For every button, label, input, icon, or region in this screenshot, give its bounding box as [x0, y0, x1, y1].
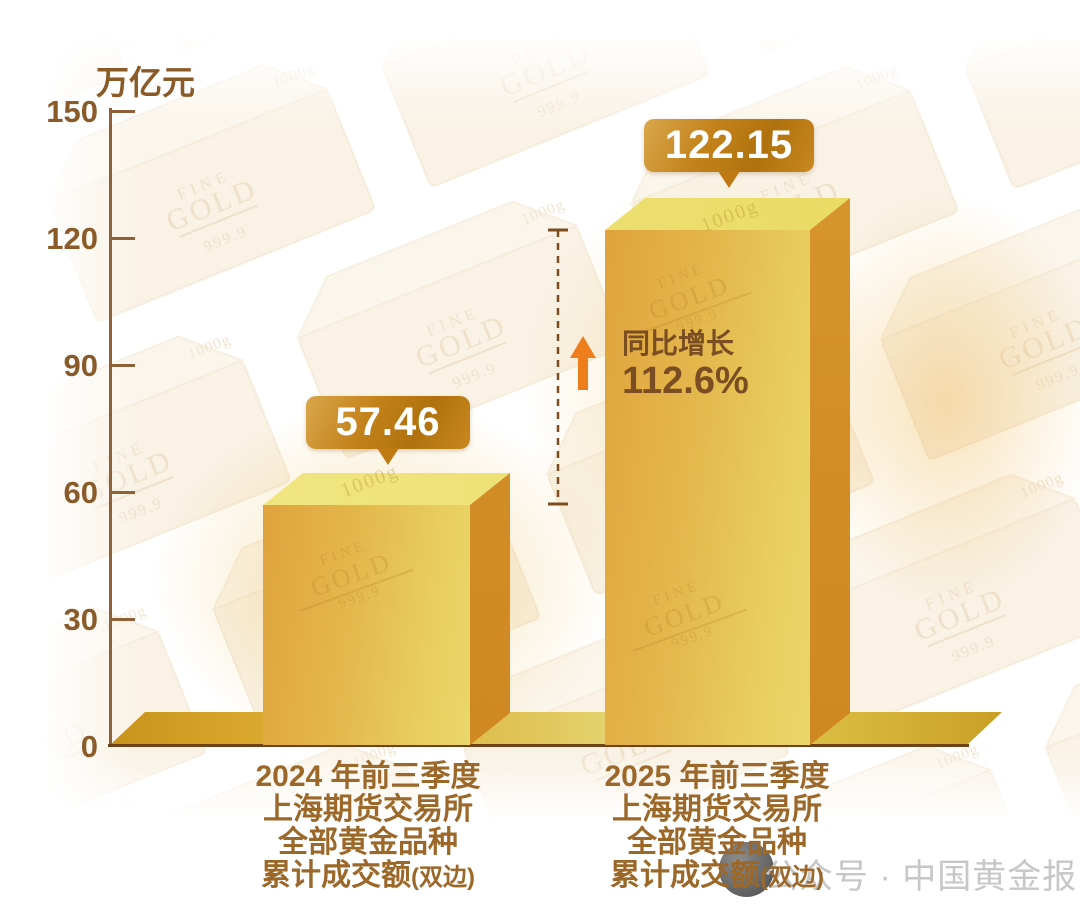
y-axis-line [109, 108, 112, 747]
y-tick-label-30: 30 [63, 602, 98, 637]
growth-percent: 112.6% [622, 360, 749, 402]
y-tick-label-90: 90 [63, 348, 98, 383]
value-2024: 57.46 [335, 400, 441, 444]
up-arrow-icon [570, 336, 596, 390]
y-tick-150 [112, 110, 135, 113]
bar-2025-front-face [605, 230, 810, 745]
category-2025-line4: 累计成交额(双边) [577, 859, 857, 894]
y-tick-label-120: 120 [46, 221, 98, 256]
y-tick-label-60: 60 [63, 475, 98, 510]
bar-2024-front-face [263, 505, 470, 745]
y-tick-90 [112, 364, 135, 367]
y-tick-120 [112, 237, 135, 240]
category-2025-line4-main: 累计成交额 [610, 859, 760, 892]
category-2024-line4: 累计成交额(双边) [228, 859, 508, 894]
category-2024-line2: 上海期货交易所 [263, 793, 473, 826]
category-2025-line3: 全部黄金品种 [627, 826, 807, 859]
value-badge-2025-pointer [718, 171, 740, 188]
growth-span-indicator [548, 228, 596, 506]
category-2024-line4-main: 累计成交额 [261, 859, 411, 892]
y-tick-60 [112, 491, 135, 494]
y-tick-label-150: 150 [46, 94, 98, 129]
category-2024-line1: 2024 年前三季度 [255, 760, 481, 793]
category-label-2024: 2024 年前三季度 上海期货交易所 全部黄金品种 累计成交额(双边) [228, 760, 508, 894]
growth-label: 同比增长 [622, 328, 735, 359]
growth-annotation: 同比增长 112.6% [622, 328, 749, 402]
category-2025-line2: 上海期货交易所 [612, 793, 822, 826]
category-2024-line3: 全部黄金品种 [278, 826, 458, 859]
value-2025: 122.15 [664, 123, 794, 167]
category-label-2025: 2025 年前三季度 上海期货交易所 全部黄金品种 累计成交额(双边) [577, 760, 857, 894]
category-2025-line1: 2025 年前三季度 [604, 760, 830, 793]
y-axis-unit-label: 万亿元 [96, 64, 195, 101]
value-badge-2024: 57.46 [306, 396, 470, 449]
x-axis-line [108, 744, 969, 747]
category-2025-line4-suffix: (双边) [760, 864, 824, 891]
category-2024-line4-suffix: (双边) [411, 864, 475, 891]
y-tick-label-0: 0 [80, 729, 98, 764]
value-badge-2024-pointer [377, 448, 399, 465]
y-tick-30 [112, 618, 135, 621]
value-badge-2025: 122.15 [644, 119, 814, 172]
